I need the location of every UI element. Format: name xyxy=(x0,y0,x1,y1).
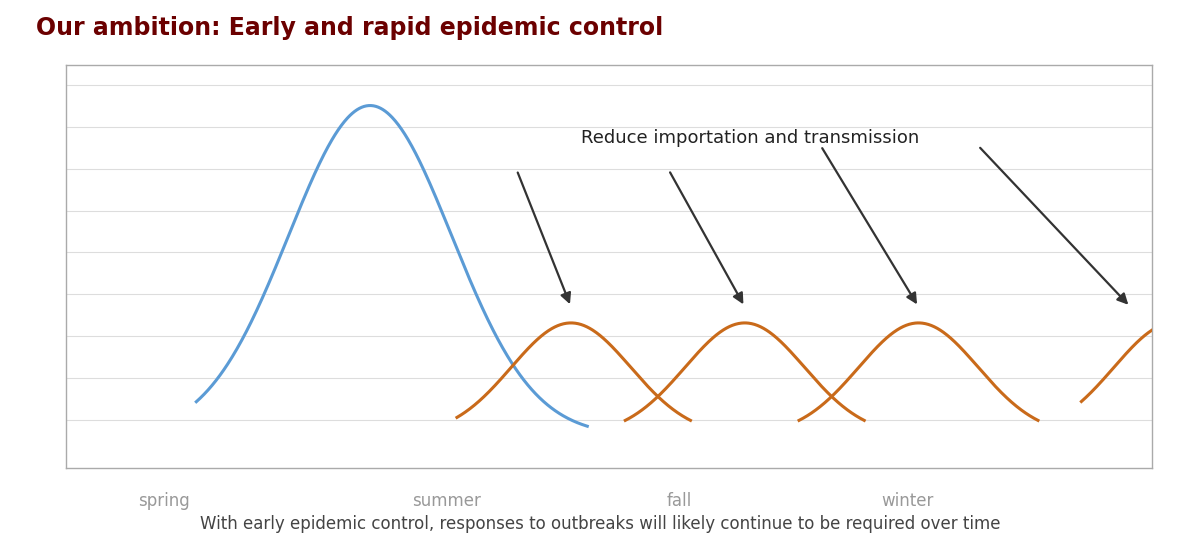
Text: fall: fall xyxy=(667,492,692,510)
Text: With early epidemic control, responses to outbreaks will likely continue to be r: With early epidemic control, responses t… xyxy=(199,515,1001,533)
Text: Our ambition: Early and rapid epidemic control: Our ambition: Early and rapid epidemic c… xyxy=(36,16,664,40)
Text: spring: spring xyxy=(138,492,190,510)
Text: Reduce importation and transmission: Reduce importation and transmission xyxy=(581,129,919,147)
Text: winter: winter xyxy=(882,492,934,510)
Text: summer: summer xyxy=(412,492,480,510)
